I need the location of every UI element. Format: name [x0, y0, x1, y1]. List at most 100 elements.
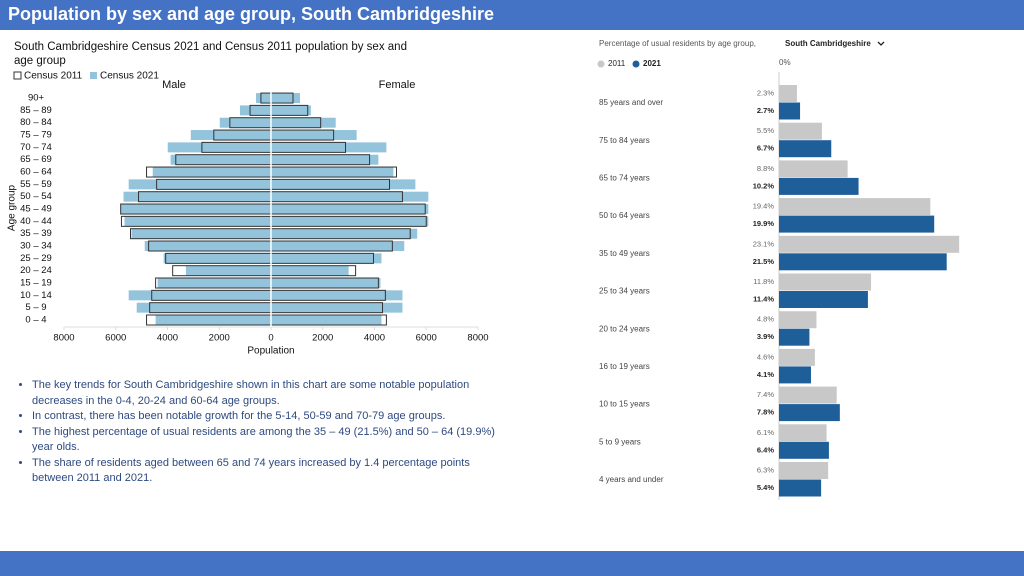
value-label: 11.4%: [753, 294, 774, 303]
legend-label: Census 2011: [24, 71, 83, 82]
bar: [779, 462, 829, 479]
x-tick-label: 8000: [53, 333, 74, 344]
y-tick-label: 65 to 74 years: [599, 174, 650, 183]
y-tick-label: 20 to 24 years: [599, 324, 650, 333]
bar: [779, 424, 827, 442]
value-label: 19.4%: [753, 202, 775, 211]
chart-title: Percentage of usual residents by age gro…: [599, 39, 756, 48]
y-tick-label: 25 to 34 years: [599, 287, 650, 296]
value-label: 23.1%: [753, 239, 775, 248]
bar: [779, 102, 801, 120]
bar: [779, 404, 840, 422]
bar: [271, 241, 405, 252]
bar: [170, 154, 271, 165]
bar: [271, 315, 382, 325]
bar: [271, 253, 382, 264]
bullet: The highest percentage of usual resident…: [32, 425, 502, 456]
bullet: In contrast, there has been notable grow…: [32, 409, 502, 425]
bar: [779, 160, 848, 178]
bar: [271, 228, 418, 239]
x-tick-label: 6000: [416, 333, 437, 344]
y-tick-label: 90+: [28, 93, 45, 104]
bar: [779, 215, 935, 233]
bar: [271, 302, 403, 313]
y-tick-label: 0 – 4: [25, 315, 46, 326]
side-label: Male: [162, 79, 186, 91]
chart-title: South Cambridgeshire Census 2021 and Cen…: [14, 41, 407, 67]
bar: [271, 278, 381, 289]
y-tick-label: 4 years and under: [599, 475, 664, 484]
bar: [779, 386, 837, 404]
value-label: 5.5%: [757, 126, 774, 135]
y-tick-label: 40 – 44: [20, 216, 52, 227]
bar: [779, 348, 815, 366]
bar: [779, 291, 868, 308]
y-tick-label: 15 – 19: [20, 278, 52, 289]
value-label: 5.4%: [757, 483, 774, 492]
legend-label: Census 2021: [100, 71, 159, 82]
value-label: 7.4%: [757, 390, 774, 399]
y-tick-label: 16 to 19 years: [599, 362, 650, 371]
y-tick-label: 5 – 9: [25, 302, 46, 313]
legend-label: 2021: [643, 59, 661, 68]
bar: [271, 216, 429, 227]
bar: [779, 198, 931, 216]
value-label: 11.8%: [753, 277, 774, 286]
bar: [779, 177, 859, 195]
bar: [271, 117, 336, 128]
y-tick-label: 45 – 49: [20, 204, 52, 215]
y-tick-label: 30 – 34: [20, 241, 52, 252]
y-tick-label: 10 – 14: [20, 290, 52, 301]
bar: [779, 85, 797, 102]
bar: [271, 93, 300, 104]
bar: [779, 366, 811, 384]
value-label: 8.8%: [757, 164, 774, 173]
bar: [128, 290, 271, 301]
y-tick-label: 10 to 15 years: [599, 400, 650, 409]
y-tick-label: 75 to 84 years: [599, 136, 650, 145]
bar: [271, 130, 357, 141]
x-tick-label: 0%: [779, 58, 791, 67]
value-label: 2.3%: [757, 88, 774, 97]
legend-swatch: [13, 71, 22, 80]
bar: [271, 167, 394, 178]
x-tick-label: 2000: [209, 333, 230, 344]
bar: [255, 93, 271, 104]
bar: [185, 265, 271, 276]
value-label: 2.7%: [757, 106, 774, 115]
x-axis-title: Population: [247, 346, 294, 357]
bullet-list: The key trends for South Cambridgeshire …: [14, 378, 502, 487]
bar: [779, 479, 822, 497]
bar: [271, 142, 387, 153]
bar: [779, 140, 832, 158]
x-tick-label: 2000: [312, 333, 333, 344]
area-selector[interactable]: South Cambridgeshire: [785, 39, 871, 48]
bar: [271, 265, 349, 276]
bar: [271, 191, 429, 202]
value-label: 6.7%: [757, 144, 774, 153]
value-label: 4.8%: [757, 315, 774, 324]
bar: [128, 179, 271, 190]
bar: [163, 253, 271, 264]
bar: [157, 278, 271, 289]
value-label: 7.8%: [757, 408, 774, 417]
y-tick-label: 85 years and over: [599, 98, 663, 107]
legend-swatch: [597, 60, 605, 68]
bar: [120, 204, 271, 215]
x-tick-label: 4000: [364, 333, 385, 344]
legend-label: 2011: [608, 59, 626, 68]
bar: [152, 167, 271, 178]
y-tick-label: 50 – 54: [20, 191, 52, 202]
bar: [779, 311, 817, 329]
bar: [271, 154, 379, 165]
bar: [779, 122, 822, 140]
value-label: 4.1%: [757, 370, 774, 379]
y-tick-label: 35 to 49 years: [599, 249, 650, 258]
bar: [131, 228, 271, 239]
dropdown-chevron[interactable]: [877, 41, 885, 46]
bar: [239, 105, 271, 116]
bar: [124, 216, 271, 227]
bar: [779, 253, 947, 271]
